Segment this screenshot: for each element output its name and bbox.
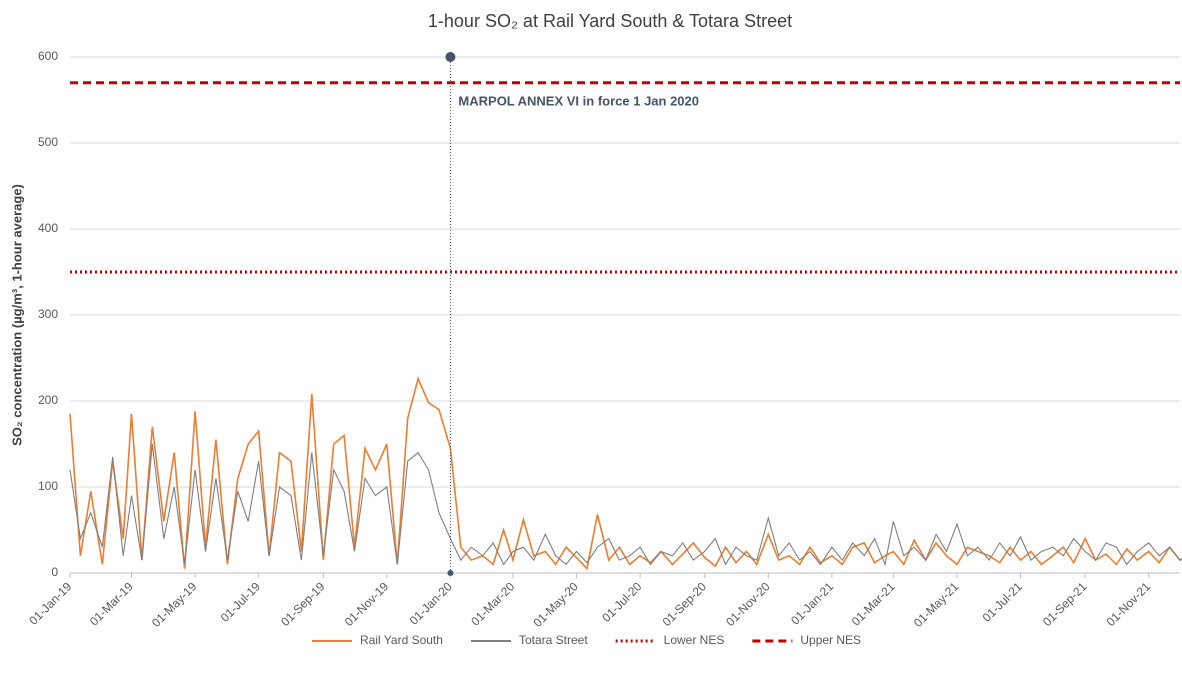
y-tick-label: 400: [38, 221, 58, 235]
legend-label: Upper NES: [800, 633, 861, 647]
x-tick-label: 01-Mar-19: [87, 579, 136, 628]
x-tick-label: 01-May-21: [911, 579, 962, 630]
x-tick-label: 01-Jul-21: [980, 579, 1026, 625]
annotation-dot: [447, 570, 454, 576]
series-line: [69, 376, 1182, 571]
x-tick-label: 01-May-20: [530, 579, 581, 630]
x-tick-label: 01-Sep-19: [278, 579, 328, 629]
x-tick-label: 01-Jan-19: [26, 579, 74, 627]
legend-label: Rail Yard South: [360, 633, 443, 647]
x-tick-label: 01-Nov-20: [723, 579, 773, 629]
y-axis-label: SO₂ concentration (µg/m³, 1-hour average…: [9, 184, 24, 446]
x-tick-label: 01-Jul-20: [599, 579, 645, 625]
legend-label: Totara Street: [519, 633, 588, 647]
annotation-text: MARPOL ANNEX VI in force 1 Jan 2020: [458, 93, 699, 108]
x-tick-label: 01-Mar-20: [468, 579, 517, 628]
x-tick-label: 01-Jan-21: [788, 579, 836, 627]
annotation-dot: [445, 52, 456, 62]
chart-title: 1-hour SO₂ at Rail Yard South & Totara S…: [428, 11, 792, 31]
legend-label: Lower NES: [664, 633, 725, 647]
x-tick-label: 01-Mar-21: [849, 579, 898, 628]
x-tick-label: 01-Sep-20: [660, 579, 710, 629]
y-tick-label: 100: [38, 479, 58, 493]
y-tick-label: 600: [38, 49, 58, 63]
x-tick-label: 01-Nov-19: [342, 579, 392, 629]
series-line: [69, 443, 1182, 567]
y-tick-label: 200: [38, 393, 58, 407]
y-tick-label: 500: [38, 135, 58, 149]
x-tick-label: 01-Nov-21: [1104, 579, 1154, 629]
y-tick-label: 0: [51, 565, 58, 579]
x-tick-label: 01-Jan-20: [407, 579, 455, 627]
x-tick-label: 01-Sep-21: [1040, 579, 1090, 629]
x-tick-label: 01-May-19: [149, 579, 200, 630]
y-tick-label: 300: [38, 307, 58, 321]
x-tick-label: 01-Jul-19: [218, 579, 264, 625]
